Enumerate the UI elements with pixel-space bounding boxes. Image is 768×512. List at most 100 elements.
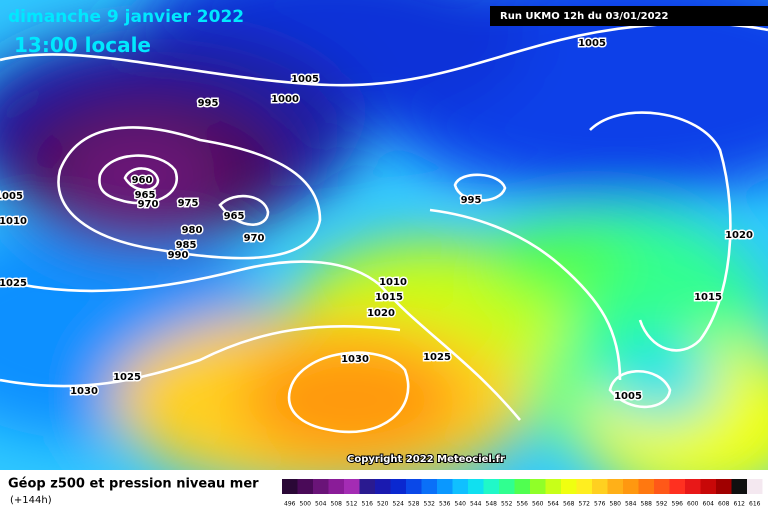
legend-value: 616: [749, 501, 761, 508]
isobar-label: 975: [178, 198, 199, 209]
isobar: [123, 167, 160, 192]
legend-value: 572: [579, 501, 591, 508]
legend-value: 568: [563, 501, 575, 508]
legend-value: 604: [703, 501, 715, 508]
legend-value: 560: [532, 501, 544, 508]
legend-value: 548: [486, 501, 498, 508]
legend-swatch: [623, 479, 639, 494]
legend-swatch: [685, 479, 701, 494]
legend-value: 516: [362, 501, 374, 508]
isobar-label: 1020: [367, 308, 395, 319]
legend-swatch: [545, 479, 561, 494]
isobar-label: 965: [224, 211, 245, 222]
isobar-label: 995: [198, 98, 219, 109]
isobar-label: 1015: [375, 292, 403, 303]
legend-swatch: [607, 479, 623, 494]
legend-value: 524: [393, 501, 405, 508]
isobar-label: 965: [135, 190, 156, 201]
legend-swatch: [328, 479, 344, 494]
isobar-label: 1010: [0, 216, 27, 227]
legend-swatch: [592, 479, 608, 494]
legend-value: 600: [687, 501, 699, 508]
legend-lead: (+144h): [10, 495, 52, 506]
isobar-label: 1025: [423, 352, 451, 363]
legend-value: 512: [346, 501, 358, 508]
legend-value: 520: [377, 501, 389, 508]
isobar-label: 990: [168, 250, 189, 261]
legend-value: 596: [672, 501, 684, 508]
legend-value: 564: [548, 501, 560, 508]
copyright: Copyright 2022 Meteociel.fr: [347, 454, 505, 465]
legend-swatch: [437, 479, 453, 494]
isobar: [57, 126, 322, 260]
legend-value: 556: [517, 501, 529, 508]
legend-swatch: [282, 479, 298, 494]
legend-value: 508: [331, 501, 343, 508]
legend-swatch: [468, 479, 484, 494]
legend-value: 540: [455, 501, 467, 508]
legend-swatch: [747, 479, 763, 494]
legend-value: 528: [408, 501, 420, 508]
isobar-label: 1020: [725, 230, 753, 241]
legend-swatch: [344, 479, 360, 494]
isobar-label: 1030: [341, 354, 369, 365]
isobar-label: 985: [176, 240, 197, 251]
legend-value: 500: [300, 501, 312, 508]
legend-swatch: [576, 479, 592, 494]
legend-swatch: [499, 479, 515, 494]
isobar: [0, 260, 521, 421]
isobar: [287, 351, 410, 434]
legend-value: 532: [424, 501, 436, 508]
legend-value: 504: [315, 501, 327, 508]
isobar-label: 1030: [70, 386, 98, 397]
isobar-label: 1025: [0, 278, 27, 289]
isobar-label: 1015: [694, 292, 722, 303]
isobar: [453, 173, 507, 202]
isobar: [608, 369, 672, 409]
run-label: Run UKMO 12h du 03/01/2022: [500, 11, 669, 22]
legend-swatch: [452, 479, 468, 494]
legend-swatch: [297, 479, 313, 494]
field: [0, 0, 768, 470]
isobar-label: 1005: [291, 74, 319, 85]
legend-value: 496: [284, 501, 296, 508]
legend-swatch: [700, 479, 716, 494]
isobar: [218, 194, 270, 226]
time-label: 13:00 locale: [14, 33, 151, 57]
legend-swatch: [514, 479, 530, 494]
isobar-label: 980: [182, 225, 203, 236]
legend-swatch: [313, 479, 329, 494]
legend-value: 612: [734, 501, 746, 508]
legend-swatch: [406, 479, 422, 494]
isobar-label: 1000: [271, 94, 299, 105]
legend-swatch: [390, 479, 406, 494]
isobar-label: 960: [132, 175, 153, 186]
isobar-label: 1005: [578, 38, 606, 49]
isobar: [98, 154, 178, 205]
isobar: [589, 111, 732, 352]
legend-value: 588: [641, 501, 653, 508]
legend-swatch: [530, 479, 546, 494]
date-label: dimanche 9 janvier 2022: [8, 7, 244, 27]
legend-swatch: [731, 479, 747, 494]
isobar-label: 970: [138, 199, 159, 210]
legend-swatch: [421, 479, 437, 494]
legend-title: Géop z500 et pression niveau mer: [8, 477, 259, 492]
legend-value: 580: [610, 501, 622, 508]
legend-swatch: [716, 479, 732, 494]
legend-value: 584: [625, 501, 637, 508]
legend-swatch: [359, 479, 375, 494]
run-box: [490, 6, 768, 26]
legend-value: 536: [439, 501, 451, 508]
legend-value: 592: [656, 501, 668, 508]
legend-swatch: [669, 479, 685, 494]
legend-value: 544: [470, 501, 482, 508]
isobar-label: 1005: [0, 191, 23, 202]
isobar-label: 1010: [379, 277, 407, 288]
legend-swatch: [654, 479, 670, 494]
legend-value: 552: [501, 501, 513, 508]
isobar-label: 1025: [113, 372, 141, 383]
isobar: [429, 208, 622, 381]
isobar-label: 995: [461, 195, 482, 206]
legend-swatch: [483, 479, 499, 494]
